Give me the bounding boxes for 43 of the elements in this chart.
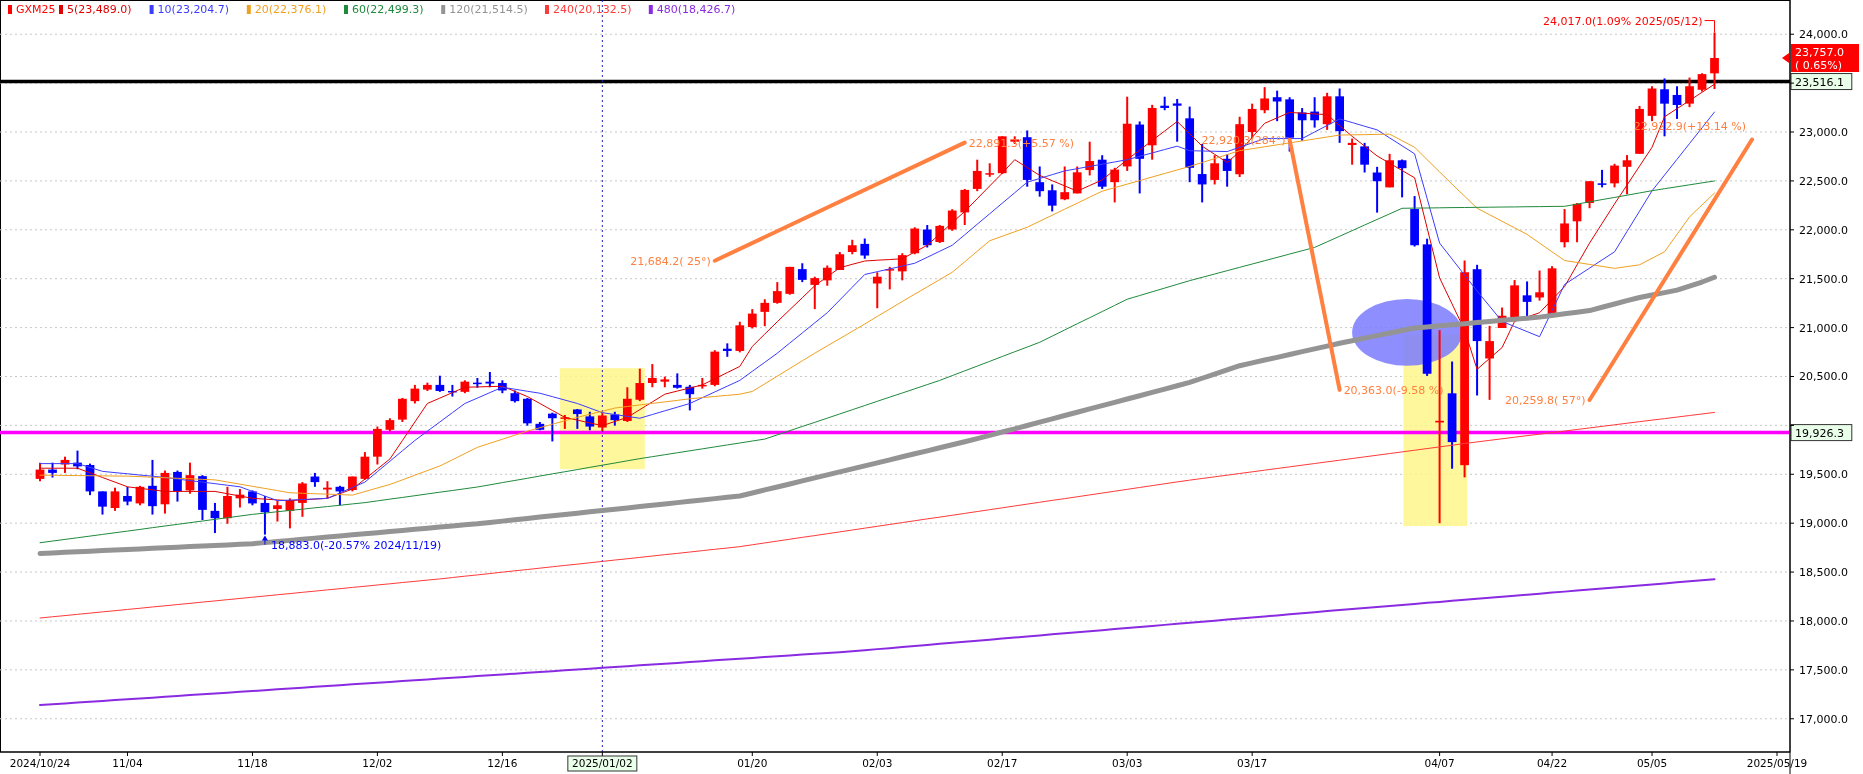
text: 23,757.0 ( 0.65%) xyxy=(1795,45,1844,72)
y-tick-label: 18,500.0 xyxy=(1799,566,1848,580)
y-tick-label: 22,500.0 xyxy=(1799,174,1848,188)
x-tick-label: 2025/05/19 xyxy=(1746,757,1808,769)
x-tick-label: 2024/10/24 xyxy=(9,757,71,769)
legend-label: 120(21,514.5) xyxy=(449,3,528,16)
x-tick-label: 04/07 xyxy=(1424,757,1455,769)
y-tick-label: 21,500.0 xyxy=(1799,272,1848,286)
y-tick-label: 19,500.0 xyxy=(1799,468,1848,482)
x-tick-label: 12/02 xyxy=(362,757,393,769)
data-label: 21,684.2( 25°) xyxy=(630,254,711,268)
legend-label: 60(22,499.3) xyxy=(352,3,424,16)
x-tick-label: 03/17 xyxy=(1237,757,1268,769)
x-tick-label: 11/04 xyxy=(112,757,143,769)
legend-label: GXM25 xyxy=(16,3,56,16)
x-tick-label: 01/20 xyxy=(737,757,768,769)
ref-line-label: 19,926.3 xyxy=(1795,426,1844,440)
x-tick-label: 05/05 xyxy=(1636,757,1668,769)
x-tick-label: 2025/01/02 xyxy=(572,757,633,769)
y-tick-label: 24,000.0 xyxy=(1799,28,1848,42)
y-tick-label: 20,500.0 xyxy=(1799,370,1848,384)
y-tick-label: 18,000.0 xyxy=(1799,614,1848,628)
y-tick-label: 17,000.0 xyxy=(1799,712,1848,726)
annotation: 18,883.0(-20.57% 2024/11/19) xyxy=(270,538,442,552)
legend-label: 5(23,489.0) xyxy=(67,3,132,16)
x-tick-label: 11/18 xyxy=(237,757,268,769)
data-label: 20,259.8( 57°) xyxy=(1504,393,1586,407)
legend-label: 240(20,132.5) xyxy=(553,3,632,16)
legend-label: 20(22,376.1) xyxy=(254,3,327,16)
legend-label: 10(23,204.7) xyxy=(157,3,230,16)
y-tick-label: 23,000.0 xyxy=(1799,126,1848,140)
x-tick-label: 02/03 xyxy=(862,757,893,769)
legend-label: 480(18,426.7) xyxy=(656,3,736,16)
x-tick-label: 04/22 xyxy=(1536,757,1568,769)
y-tick-label: 21,000.0 xyxy=(1799,321,1848,335)
x-tick-label: 03/03 xyxy=(1112,757,1143,769)
y-tick-label: 19,000.0 xyxy=(1799,517,1848,531)
x-tick-label: 12/16 xyxy=(487,757,518,769)
ref-line-label: 23,516.1 xyxy=(1795,75,1844,89)
y-tick-label: 22,000.0 xyxy=(1799,223,1848,237)
x-tick-label: 02/17 xyxy=(987,757,1018,769)
y-tick-label: 17,500.0 xyxy=(1799,663,1848,677)
annotation: 24,017.0(1.09% 2025/05/12) xyxy=(1543,14,1703,28)
